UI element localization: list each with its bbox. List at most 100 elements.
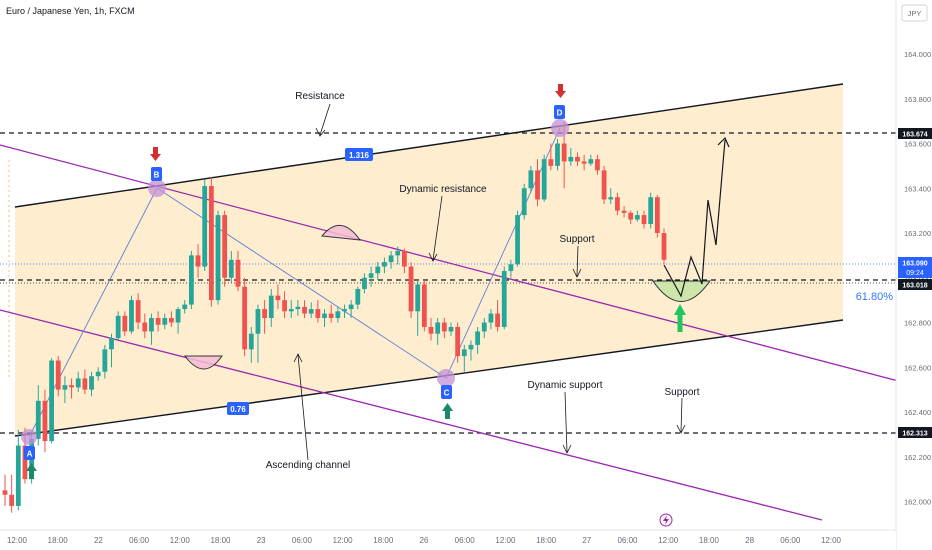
price-tick-label: 162.600 xyxy=(904,363,931,372)
candle-body xyxy=(322,313,327,319)
lower-support-price-tag xyxy=(898,427,932,438)
candle-body xyxy=(169,318,174,323)
candle-body xyxy=(581,161,587,164)
resistance-price-tag xyxy=(898,128,932,139)
candle xyxy=(242,277,248,357)
time-tick-label: 18:00 xyxy=(210,536,231,545)
ratio-lower-label: 0.76 xyxy=(230,405,246,414)
price-tick-label: 163.000 xyxy=(904,274,931,283)
arc-top xyxy=(321,225,362,241)
candle-body xyxy=(595,159,600,171)
candle-body xyxy=(135,300,141,323)
candle xyxy=(601,165,607,204)
time-tick-label: 18:00 xyxy=(48,536,69,545)
candle-body xyxy=(42,400,48,442)
candle xyxy=(55,356,61,397)
harmonic-pattern-line[interactable] xyxy=(28,127,561,438)
candle xyxy=(102,344,108,379)
candle xyxy=(508,259,514,278)
point-b-label: B xyxy=(154,171,160,180)
candle-body xyxy=(82,378,88,390)
support-lower-label: Support xyxy=(664,387,699,398)
candle-body xyxy=(235,259,241,287)
candle-body xyxy=(615,197,620,211)
candle xyxy=(415,279,421,336)
candle xyxy=(62,376,68,404)
dynamic-support-label: Dynamic support xyxy=(527,380,602,391)
lightning-icon[interactable] xyxy=(659,513,673,527)
candle xyxy=(575,152,580,166)
candle-body xyxy=(288,309,294,312)
time-tick-label: 18:00 xyxy=(373,536,394,545)
candle-body xyxy=(435,322,441,334)
candle xyxy=(195,244,201,278)
candle-body xyxy=(541,159,547,200)
point-a-label: A xyxy=(27,450,33,459)
candle-body xyxy=(648,197,654,225)
support-price-tag xyxy=(898,279,932,290)
candle xyxy=(608,188,614,204)
candle xyxy=(322,309,327,327)
point-b-badge xyxy=(151,167,162,181)
candle-body xyxy=(408,266,414,312)
candle xyxy=(382,257,387,274)
time-tick-label: 26 xyxy=(420,536,429,545)
candle xyxy=(375,262,381,280)
candle xyxy=(109,333,114,368)
callout-lines xyxy=(293,103,686,461)
candle-body xyxy=(55,360,61,390)
candle xyxy=(515,210,520,267)
candle-body xyxy=(535,170,540,200)
time-tick-label: 06:00 xyxy=(292,536,313,545)
candle xyxy=(9,474,15,513)
candle xyxy=(262,300,268,334)
candle-body xyxy=(588,159,594,164)
candle-body xyxy=(129,300,134,332)
point-b-circle xyxy=(148,179,166,197)
time-axis[interactable] xyxy=(0,530,896,550)
candle xyxy=(129,295,134,334)
currency-box[interactable] xyxy=(901,4,928,22)
time-tick-label: 28 xyxy=(745,536,754,545)
candle-body xyxy=(654,197,660,233)
candle xyxy=(641,210,647,229)
candle-body xyxy=(242,286,248,350)
candle xyxy=(348,300,354,319)
ratio-upper-badge xyxy=(345,148,373,161)
candle xyxy=(315,300,321,323)
candle-body xyxy=(308,309,314,314)
price-tick-label: 163.800 xyxy=(904,95,931,104)
time-tick-label: 18:00 xyxy=(699,536,720,545)
candle-body xyxy=(109,338,114,350)
candle xyxy=(135,293,141,330)
candle xyxy=(149,313,154,345)
candle xyxy=(568,147,574,166)
candle xyxy=(328,304,334,323)
candle-body xyxy=(488,313,494,323)
time-tick-label: 06:00 xyxy=(129,536,150,545)
candle-body xyxy=(122,315,128,332)
candle xyxy=(362,273,367,294)
arc-bottom xyxy=(184,355,223,370)
candle xyxy=(342,304,347,319)
candle xyxy=(548,143,554,171)
dynamic-support-line[interactable] xyxy=(0,309,823,521)
point-c-badge xyxy=(441,385,452,399)
channel-lower-line[interactable] xyxy=(14,319,844,437)
candle-body xyxy=(315,309,321,319)
candle-body xyxy=(348,304,354,310)
time-tick-label: 12:00 xyxy=(658,536,679,545)
candle xyxy=(495,300,500,332)
price-tick-label: 163.400 xyxy=(904,184,931,193)
candle-body xyxy=(342,309,347,312)
price-tick-label: 164.000 xyxy=(904,50,931,59)
candle-body xyxy=(328,313,334,319)
candle xyxy=(408,262,414,319)
candle xyxy=(355,286,361,310)
candle xyxy=(481,318,487,339)
candle xyxy=(42,389,48,453)
candle-body xyxy=(262,309,268,319)
time-tick-label: 06:00 xyxy=(617,536,638,545)
candle xyxy=(169,311,174,327)
